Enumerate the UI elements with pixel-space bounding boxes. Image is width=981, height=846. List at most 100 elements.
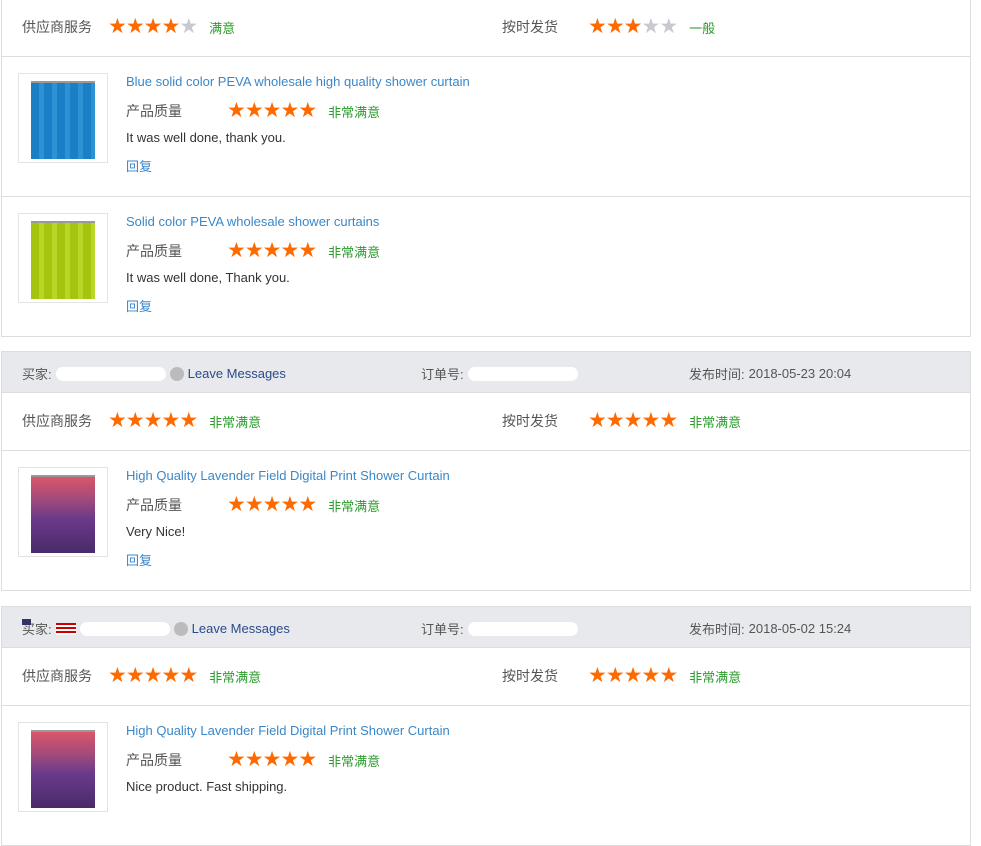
review-item: High Quality Lavender Field Digital Prin… xyxy=(2,706,970,845)
reply-link[interactable]: 回复 xyxy=(126,159,153,174)
star-icon: ★ xyxy=(179,664,198,687)
review-block: 买家: Leave Messages 订单号: 发布时间: 2018-05-23 2… xyxy=(1,351,971,591)
star-icon: ★ xyxy=(161,664,180,687)
star-icon: ★ xyxy=(108,15,127,38)
star-icon: ★ xyxy=(659,664,678,687)
product-thumbnail[interactable] xyxy=(18,73,108,163)
message-icon[interactable] xyxy=(169,366,184,381)
star-icon: ★ xyxy=(605,15,625,38)
product-rating-text: 非常满意 xyxy=(328,244,381,260)
star-rating: ★★★★★ xyxy=(108,409,198,432)
star-icon: ★ xyxy=(227,493,246,516)
star-rating: ★★★★★ xyxy=(227,239,317,262)
published-label: 发布时间: xyxy=(689,622,745,637)
star-rating: ★★★★★ xyxy=(108,15,198,38)
star-icon: ★ xyxy=(262,748,282,771)
buyer-name-redacted xyxy=(79,621,170,636)
star-icon: ★ xyxy=(143,15,163,38)
star-icon: ★ xyxy=(244,748,264,771)
star-icon: ★ xyxy=(280,748,299,771)
reply-link[interactable]: 回复 xyxy=(126,553,153,568)
star-icon: ★ xyxy=(641,664,660,687)
product-title-link[interactable]: Blue solid color PEVA wholesale high qua… xyxy=(126,74,470,89)
review-item: Solid color PEVA wholesale shower curtai… xyxy=(2,197,970,336)
product-thumbnail[interactable] xyxy=(18,467,108,557)
on-time-label: 按时发货 xyxy=(502,668,558,684)
star-rating: ★★★★★ xyxy=(227,493,317,516)
review-comment: Nice product. Fast shipping. xyxy=(126,779,288,794)
on-time-rating-text: 非常满意 xyxy=(689,414,742,430)
review-comment: Very Nice! xyxy=(126,524,186,539)
supplier-service-label: 供应商服务 xyxy=(22,19,92,35)
product-rating-text: 非常满意 xyxy=(328,104,381,120)
review-header: 买家: Leave Messages 订单号: 发布时间: 2018-05-02 1… xyxy=(2,607,970,648)
reply-link[interactable]: 回复 xyxy=(126,299,153,314)
green-curtain-image xyxy=(31,221,95,299)
star-icon: ★ xyxy=(588,409,607,432)
star-icon: ★ xyxy=(280,239,299,262)
supplier-rating-text: 满意 xyxy=(209,20,236,36)
star-icon: ★ xyxy=(641,409,660,432)
product-rating-text: 非常满意 xyxy=(328,753,381,769)
star-rating: ★★★★★ xyxy=(588,409,678,432)
star-icon: ★ xyxy=(659,15,678,38)
star-icon: ★ xyxy=(125,15,145,38)
order-label: 订单号: xyxy=(421,367,464,382)
leave-messages-link[interactable]: Leave Messages xyxy=(187,366,286,381)
star-icon: ★ xyxy=(161,15,180,38)
star-icon: ★ xyxy=(605,409,625,432)
review-comment: It was well done, Thank you. xyxy=(126,270,290,285)
star-rating: ★★★★★ xyxy=(108,664,198,687)
message-icon[interactable] xyxy=(173,621,188,636)
product-quality-label: 产品质量 xyxy=(126,752,182,768)
product-thumbnail[interactable] xyxy=(18,213,108,303)
product-title-link[interactable]: Solid color PEVA wholesale shower curtai… xyxy=(126,214,380,229)
order-number-redacted xyxy=(467,621,578,636)
order-number-redacted xyxy=(467,366,578,381)
lavender-curtain-image xyxy=(31,730,95,808)
product-thumbnail[interactable] xyxy=(18,722,108,812)
leave-messages-link[interactable]: Leave Messages xyxy=(191,621,290,636)
seller-ratings: 供应商服务 ★★★★★ 满意 按时发货 ★★★★★ 一般 xyxy=(2,0,970,57)
star-icon: ★ xyxy=(588,15,607,38)
review-comment: It was well done, thank you. xyxy=(126,130,286,145)
star-icon: ★ xyxy=(125,664,145,687)
star-icon: ★ xyxy=(244,493,264,516)
star-icon: ★ xyxy=(179,15,198,38)
buyer-label: 买家: xyxy=(22,367,52,382)
seller-ratings: 供应商服务 ★★★★★ 非常满意 按时发货 ★★★★★ 非常满意 xyxy=(2,648,970,706)
lavender-curtain-image xyxy=(31,475,95,553)
product-title-link[interactable]: High Quality Lavender Field Digital Prin… xyxy=(126,723,450,738)
product-quality-label: 产品质量 xyxy=(126,243,182,259)
buyer-label: 买家: xyxy=(22,622,52,637)
published-label: 发布时间: xyxy=(689,367,745,382)
star-icon: ★ xyxy=(588,664,607,687)
product-title-link[interactable]: High Quality Lavender Field Digital Prin… xyxy=(126,468,450,483)
star-icon: ★ xyxy=(108,664,127,687)
on-time-label: 按时发货 xyxy=(502,413,558,429)
review-item: High Quality Lavender Field Digital Prin… xyxy=(2,451,970,590)
star-rating: ★★★★★ xyxy=(588,664,678,687)
star-icon: ★ xyxy=(125,409,145,432)
supplier-rating-text: 非常满意 xyxy=(209,414,262,430)
star-icon: ★ xyxy=(623,409,643,432)
published-time: 2018-05-23 20:04 xyxy=(748,366,852,381)
seller-ratings: 供应商服务 ★★★★★ 非常满意 按时发货 ★★★★★ 非常满意 xyxy=(2,393,970,451)
on-time-rating-text: 非常满意 xyxy=(689,669,742,685)
supplier-service-label: 供应商服务 xyxy=(22,413,92,429)
buyer-name-redacted xyxy=(55,366,166,381)
review-item: Blue solid color PEVA wholesale high qua… xyxy=(2,57,970,197)
supplier-rating-text: 非常满意 xyxy=(209,669,262,685)
star-rating: ★★★★★ xyxy=(227,748,317,771)
review-block: 供应商服务 ★★★★★ 满意 按时发货 ★★★★★ 一般 Blue solid colo… xyxy=(1,0,971,337)
star-icon: ★ xyxy=(143,409,163,432)
star-rating: ★★★★★ xyxy=(588,15,678,38)
on-time-label: 按时发货 xyxy=(502,19,558,35)
star-icon: ★ xyxy=(298,239,317,262)
product-quality-label: 产品质量 xyxy=(126,103,182,119)
order-label: 订单号: xyxy=(421,622,464,637)
star-rating: ★★★★★ xyxy=(227,100,317,121)
us-flag-icon xyxy=(55,622,76,635)
star-icon: ★ xyxy=(227,239,246,262)
star-icon: ★ xyxy=(298,493,317,516)
